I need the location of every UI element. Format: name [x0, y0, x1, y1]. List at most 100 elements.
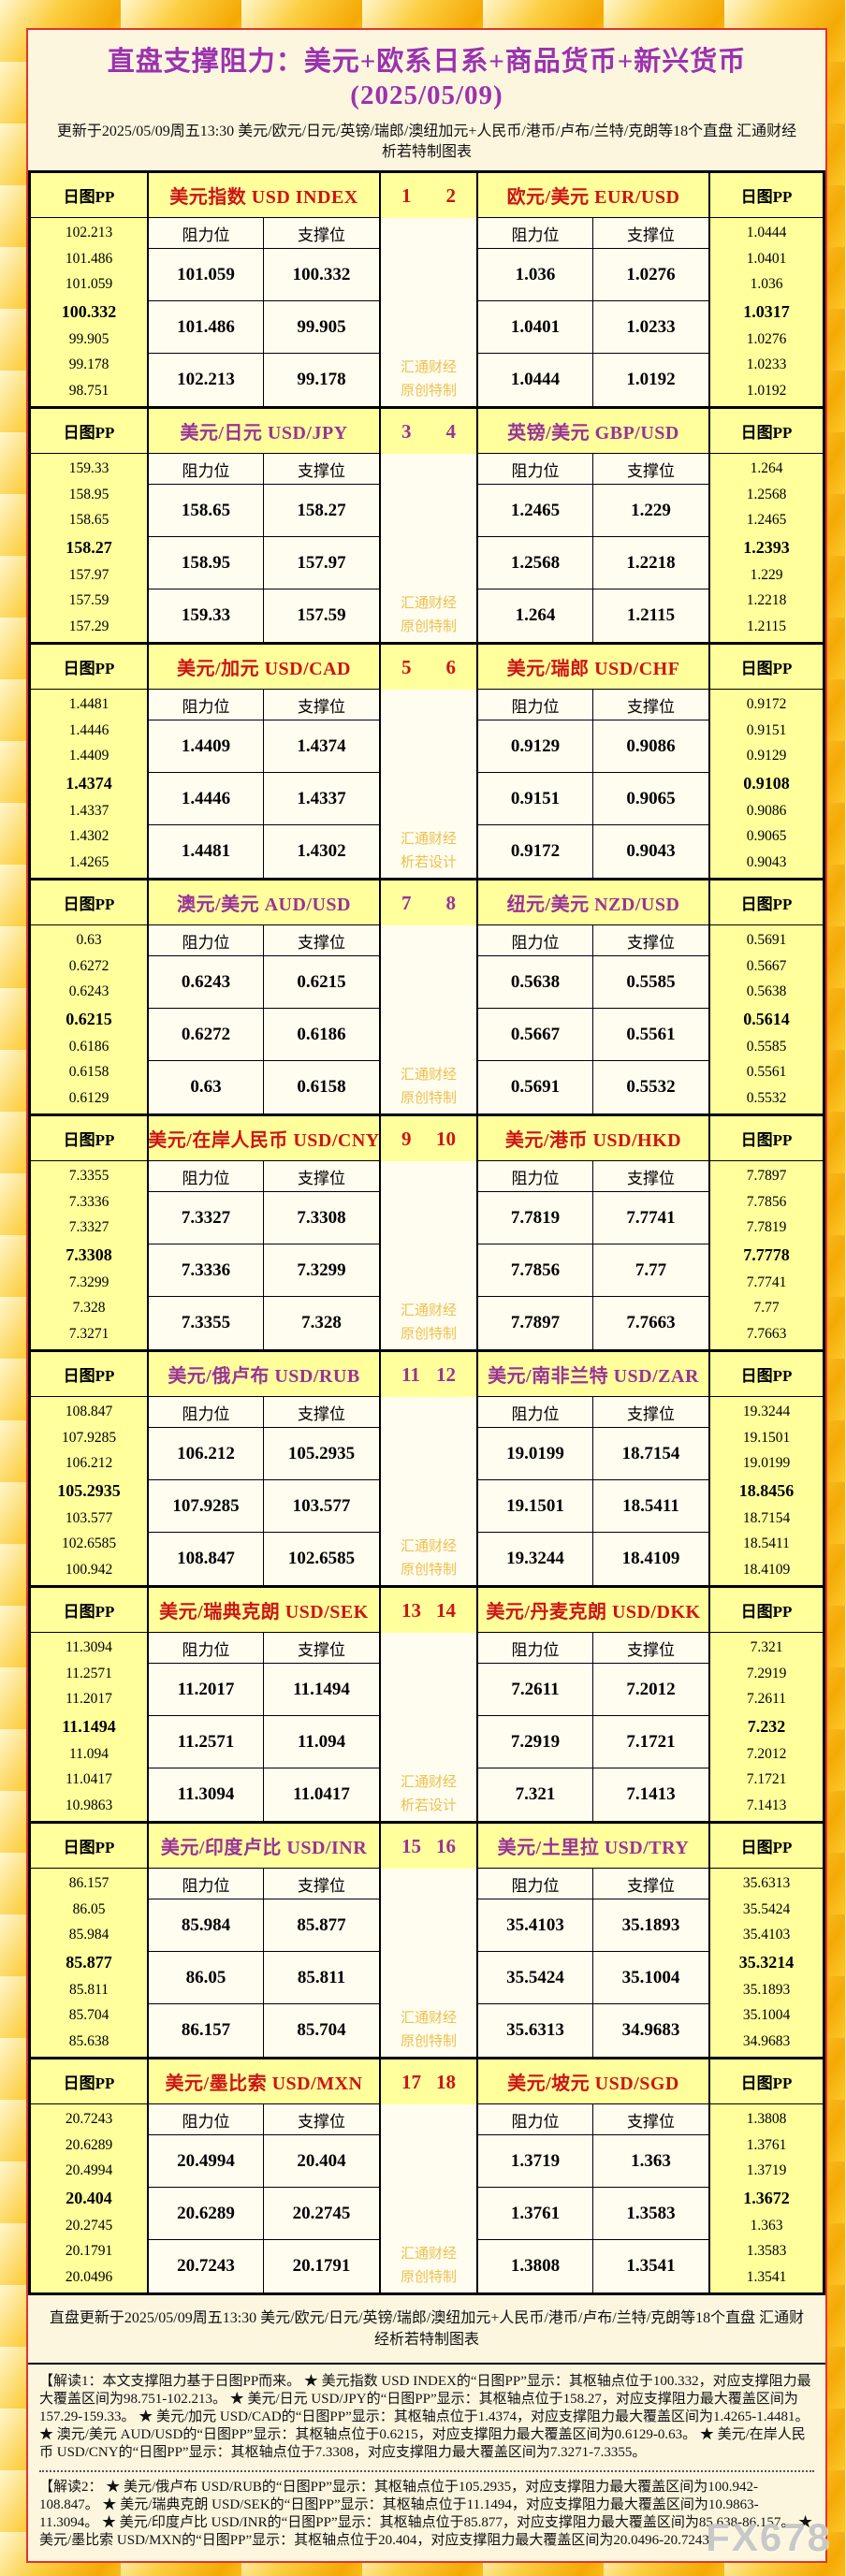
- pp-value: 19.3244: [742, 1403, 791, 1419]
- pp-values-left: 11.3094 11.2571 11.2017 11.1494 11.094 11.041…: [31, 1633, 149, 1821]
- support-value: 0.5532: [593, 1061, 708, 1113]
- pp-value: 7.321: [750, 1638, 783, 1655]
- pp-value: 7.7663: [746, 1326, 787, 1343]
- resistance-value: 7.2919: [478, 1716, 593, 1768]
- currency-pair-block: 日图PP 美元/瑞典克朗 USD/SEK 阻力位 支撑位 13 14 汇通财经 …: [31, 1588, 823, 1824]
- pair-title-left: 美元/日元 USD/JPY: [149, 409, 379, 454]
- pp-value: 108.847: [65, 1403, 113, 1419]
- resistance-header-left: 阻力位: [149, 454, 264, 485]
- pp-value: 0.9108: [743, 773, 790, 793]
- resistance-header-left: 阻力位: [149, 1161, 264, 1192]
- pp-header-left: 日图PP: [31, 1588, 149, 1633]
- resistance-value: 7.3355: [149, 1297, 264, 1349]
- pp-values-left: 1.4481 1.4446 1.4409 1.4374 1.4337 1.4302 1.42…: [31, 690, 149, 878]
- note-interpretation-2: 【解读2： ★ 美元/俄卢布 USD/RUB的“日图PP”显示：其枢轴点位于10…: [39, 2480, 813, 2548]
- center-column: 3 4 汇通财经 原创特制: [379, 409, 478, 642]
- center-column: 9 10 汇通财经 原创特制: [379, 1116, 478, 1349]
- pp-value: 99.905: [68, 330, 109, 347]
- pp-value: 85.877: [66, 1952, 112, 1972]
- resistance-value: 11.2017: [149, 1664, 264, 1716]
- pp-header-left: 日图PP: [31, 1824, 149, 1869]
- pp-value: 0.63: [76, 931, 102, 948]
- pp-header-right: 日图PP: [708, 1352, 823, 1397]
- resistance-header-right: 阻力位: [478, 1869, 593, 1899]
- pp-value: 7.3336: [68, 1193, 109, 1210]
- pp-value: 98.751: [68, 383, 109, 400]
- support-value: 158.27: [264, 485, 379, 537]
- support-value: 7.7663: [593, 1297, 708, 1349]
- pp-value: 107.9285: [61, 1429, 117, 1446]
- currency-pair-block: 日图PP 美元/加元 USD/CAD 阻力位 支撑位 5 6 汇通财经 析若设计…: [31, 645, 823, 880]
- resistance-value: 0.9129: [478, 720, 593, 773]
- resistance-value: 1.3761: [478, 2188, 593, 2240]
- resistance-value: 1.0401: [478, 301, 593, 354]
- resistance-header-right: 阻力位: [478, 925, 593, 956]
- support-value: 11.1494: [264, 1664, 379, 1716]
- pp-value: 158.65: [68, 512, 109, 529]
- support-value: 0.9043: [593, 825, 708, 878]
- pp-value: 0.5585: [746, 1038, 787, 1055]
- resistance-header-left: 阻力位: [149, 690, 264, 720]
- pair-title-right: 美元/丹麦克朗 USD/DKK: [478, 1588, 708, 1633]
- resistance-value: 101.486: [149, 301, 264, 354]
- currency-pair-block: 日图PP 美元/日元 USD/JPY 阻力位 支撑位 3 4 汇通财经 原创特制…: [31, 409, 823, 645]
- pp-values-left: 159.33 158.95 158.65 158.27 157.97 157.59 157.…: [31, 454, 149, 642]
- resistance-header-left: 阻力位: [149, 1869, 264, 1899]
- pair-number-right: 16: [436, 1834, 456, 1857]
- resistance-value: 11.3094: [149, 1768, 264, 1821]
- pp-value: 18.8456: [738, 1480, 795, 1500]
- support-header-right: 支撑位: [593, 1397, 708, 1428]
- page-title: 直盘支撑阻力：美元+欧系日系+商品货币+新兴货币(2025/05/09): [107, 47, 747, 110]
- pp-value: 85.638: [68, 2033, 109, 2050]
- pp-value: 158.27: [66, 537, 112, 557]
- pp-value: 7.1721: [746, 1771, 787, 1788]
- support-value: 7.2012: [593, 1664, 708, 1716]
- support-value: 102.6585: [264, 1533, 379, 1585]
- pp-value: 7.7778: [743, 1244, 790, 1264]
- pp-value: 0.6186: [68, 1038, 109, 1055]
- pp-value: 102.6585: [61, 1535, 117, 1552]
- pp-value: 0.6272: [68, 957, 109, 974]
- pair-title-left: 美元/印度卢比 USD/INR: [149, 1824, 379, 1869]
- pp-value: 11.1494: [62, 1716, 116, 1736]
- support-value: 1.4302: [264, 825, 379, 878]
- brand-watermark-line2: 原创特制: [400, 2033, 457, 2049]
- pp-value: 99.178: [68, 357, 109, 373]
- pp-value: 0.6158: [68, 1064, 109, 1081]
- pp-value: 7.232: [747, 1716, 786, 1736]
- brand-watermark-line1: 汇通财经: [400, 1774, 457, 1790]
- brand-watermark-line2: 原创特制: [400, 1326, 457, 1342]
- pp-header-left: 日图PP: [31, 1352, 149, 1397]
- resistance-value: 1.2568: [478, 537, 593, 589]
- pp-value: 7.7819: [746, 1219, 787, 1236]
- pair-number-right: 4: [445, 419, 457, 443]
- pair-number-right: 12: [436, 1362, 456, 1386]
- pair-title-left: 美元/墨比索 USD/MXN: [149, 2059, 379, 2104]
- pp-value: 1.0233: [746, 357, 787, 373]
- resistance-header-right: 阻力位: [478, 1397, 593, 1428]
- pp-value: 7.1413: [746, 1797, 787, 1814]
- resistance-header-right: 阻力位: [478, 454, 593, 485]
- pair-number-left: 15: [401, 1834, 421, 1857]
- pp-value: 7.3299: [68, 1273, 109, 1290]
- pp-value: 0.5532: [746, 1090, 787, 1107]
- brand-watermark-line2: 原创特制: [400, 2269, 457, 2285]
- resistance-value: 108.847: [149, 1533, 264, 1585]
- resistance-value: 1.036: [478, 249, 593, 301]
- brand-watermark-line1: 汇通财经: [400, 359, 457, 375]
- pp-value: 1.4302: [68, 828, 109, 845]
- support-value: 11.0417: [264, 1768, 379, 1821]
- pp-values-right: 7.321 7.2919 7.2611 7.232 7.2012 7.1721 7.1413: [708, 1633, 823, 1821]
- pair-number-right: 8: [445, 891, 457, 914]
- page-subtitle: 更新于2025/05/09周五13:30 美元/欧元/日元/英镑/瑞郎/澳纽加元…: [56, 124, 797, 160]
- pp-header-right: 日图PP: [708, 880, 823, 925]
- support-header-right: 支撑位: [593, 690, 708, 720]
- support-header-left: 支撑位: [264, 1397, 379, 1428]
- support-value: 103.577: [264, 1480, 379, 1533]
- pp-value: 7.7741: [746, 1273, 787, 1290]
- pair-numbers: 9 10: [381, 1116, 476, 1161]
- support-value: 35.1004: [593, 1952, 708, 2004]
- pp-value: 35.4103: [742, 1927, 791, 1943]
- resistance-header-right: 阻力位: [478, 1161, 593, 1192]
- pp-value: 1.4265: [68, 854, 109, 871]
